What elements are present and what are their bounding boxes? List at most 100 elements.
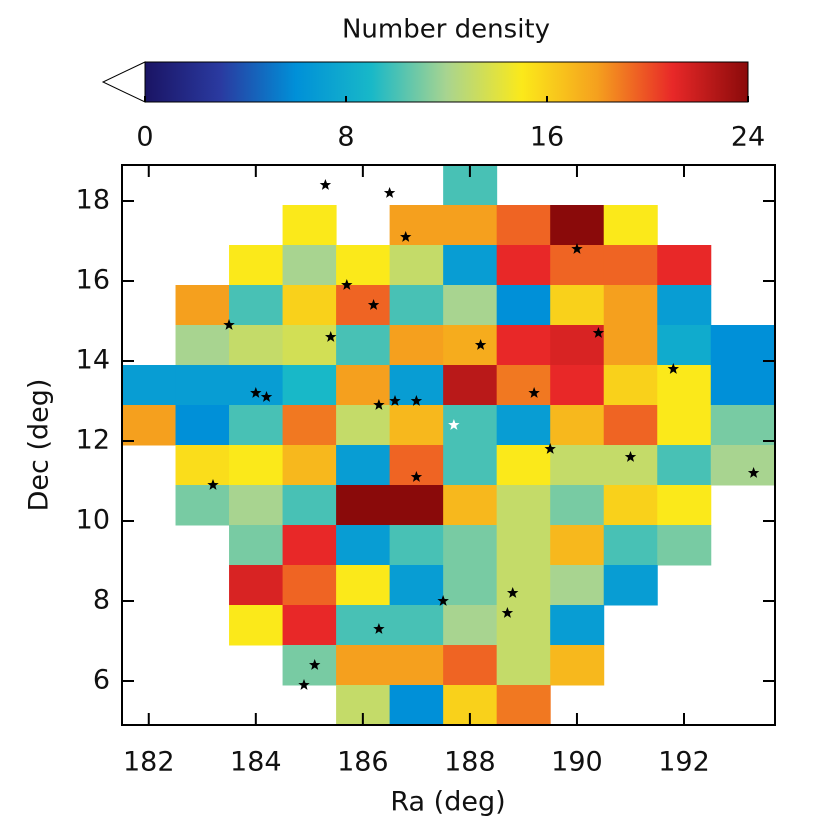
colorbar-extension	[101, 61, 146, 103]
star	[410, 395, 423, 406]
star	[747, 467, 760, 478]
colorbar	[144, 61, 749, 103]
cell	[657, 285, 712, 326]
cell	[550, 245, 605, 286]
cell	[336, 325, 391, 366]
y-tick-label: 6	[93, 665, 110, 696]
cell	[443, 605, 498, 646]
cell	[282, 245, 337, 286]
x-tick-label: 184	[230, 747, 282, 778]
cell	[389, 285, 444, 326]
cell	[603, 525, 658, 566]
cell	[282, 405, 337, 446]
star	[528, 387, 540, 398]
cell	[550, 605, 605, 646]
cell	[175, 405, 230, 446]
cell	[496, 685, 551, 725]
cell	[122, 365, 177, 406]
cell	[175, 365, 230, 406]
cell	[710, 325, 775, 366]
cell	[229, 445, 284, 486]
cell	[496, 645, 551, 686]
cell	[389, 645, 444, 686]
cell	[550, 485, 605, 526]
cell	[122, 405, 177, 446]
star	[437, 595, 449, 606]
cell	[175, 285, 230, 326]
cell	[389, 565, 444, 606]
cell	[443, 645, 498, 686]
cell	[389, 685, 444, 725]
cell	[550, 525, 605, 566]
star	[298, 679, 310, 690]
cell	[603, 365, 658, 406]
colorbar-tick-label: 24	[731, 122, 765, 153]
cell	[443, 365, 498, 406]
y-tick-label: 8	[93, 585, 110, 616]
y-tick-label: 14	[76, 345, 110, 376]
y-axis-label: Dec (deg)	[24, 379, 55, 512]
star	[410, 471, 423, 482]
cell	[496, 485, 551, 526]
cell	[229, 325, 284, 366]
star	[341, 279, 353, 290]
cell	[336, 645, 391, 686]
cell	[550, 285, 605, 326]
cell	[603, 405, 658, 446]
cell	[603, 325, 658, 366]
star	[624, 451, 637, 462]
cell	[175, 445, 230, 486]
cell	[550, 365, 605, 406]
cell	[496, 245, 551, 286]
cell	[336, 285, 391, 326]
y-tick-label: 16	[76, 265, 110, 296]
cell	[229, 405, 284, 446]
x-tick-label: 186	[337, 747, 389, 778]
colorbar-tick-label: 16	[530, 122, 564, 153]
star	[260, 391, 273, 402]
cell	[443, 445, 498, 486]
colorbar-tick-label: 0	[136, 122, 153, 153]
cell	[550, 405, 605, 446]
star	[667, 363, 679, 374]
star	[319, 179, 332, 190]
cell	[550, 445, 605, 486]
y-tick-label: 10	[76, 505, 110, 536]
x-tick-label: 182	[123, 747, 175, 778]
cell	[336, 485, 391, 526]
cell	[229, 565, 284, 606]
colorbar-title: Number density	[342, 15, 550, 45]
cell	[710, 365, 775, 406]
cell	[389, 325, 444, 366]
cell	[443, 245, 498, 286]
cell	[229, 245, 284, 286]
cell	[496, 205, 551, 246]
y-tick-label: 12	[76, 425, 110, 456]
cell	[282, 525, 337, 566]
cell	[710, 445, 775, 486]
x-axis-label: Ra (deg)	[390, 787, 505, 818]
cell	[496, 325, 551, 366]
star	[223, 319, 235, 330]
star	[383, 187, 396, 198]
cell	[550, 205, 605, 246]
cell	[443, 565, 498, 606]
cell	[282, 605, 337, 646]
cell	[229, 365, 284, 406]
cell	[443, 325, 498, 366]
star	[325, 331, 337, 342]
cell	[603, 565, 658, 606]
cell	[175, 485, 230, 526]
star	[592, 327, 605, 338]
cell	[282, 485, 337, 526]
plot-frame	[121, 164, 776, 726]
highlight-star	[448, 419, 460, 430]
colorbar-tick-label: 8	[337, 122, 354, 153]
cell	[657, 485, 712, 526]
star	[474, 339, 487, 350]
cell	[229, 485, 284, 526]
x-tick-label: 192	[658, 747, 710, 778]
cell	[175, 325, 230, 366]
cell	[496, 405, 551, 446]
